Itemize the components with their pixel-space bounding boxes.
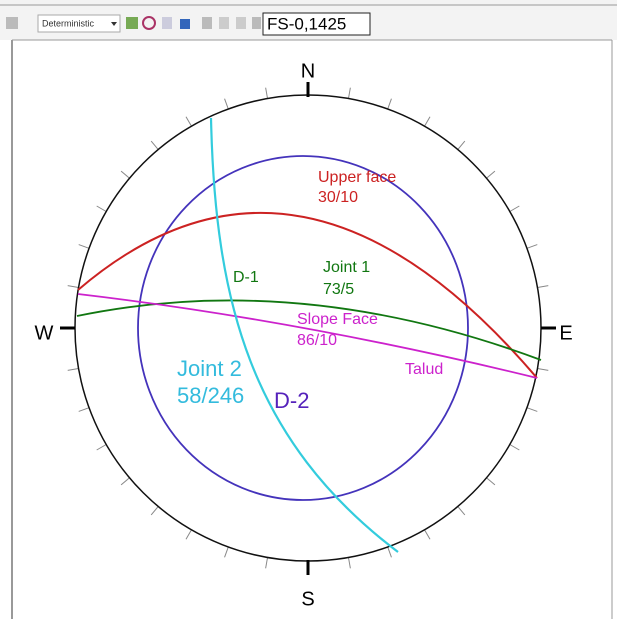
tick bbox=[387, 546, 392, 558]
tick bbox=[96, 444, 107, 451]
tick bbox=[96, 205, 107, 212]
icon[interactable] bbox=[142, 16, 156, 30]
tick bbox=[347, 557, 351, 569]
tick bbox=[185, 529, 192, 540]
tick bbox=[509, 444, 520, 451]
plane-tag: D-2 bbox=[274, 388, 309, 413]
joint-2-curve bbox=[209, 117, 399, 553]
plane-name: Upper face bbox=[318, 169, 396, 186]
icon[interactable] bbox=[6, 17, 18, 29]
tick bbox=[457, 506, 466, 516]
icon[interactable] bbox=[126, 17, 138, 29]
south-label: S bbox=[301, 588, 314, 610]
tick bbox=[387, 98, 392, 110]
plane-orientation: 30/10 bbox=[318, 189, 358, 206]
tick bbox=[78, 244, 90, 249]
plane-orientation: 58/246 bbox=[177, 383, 244, 408]
tick bbox=[486, 170, 496, 179]
tick bbox=[224, 546, 229, 558]
tick bbox=[67, 285, 79, 289]
tick-ring bbox=[67, 87, 549, 569]
tick bbox=[526, 244, 538, 249]
tick bbox=[537, 285, 549, 289]
plane-tag: Talud bbox=[405, 361, 443, 378]
fs-field[interactable] bbox=[262, 12, 371, 36]
cone-circle bbox=[137, 155, 469, 501]
upper-face-curve bbox=[77, 211, 538, 379]
tick bbox=[457, 140, 466, 150]
tick bbox=[424, 116, 431, 127]
west-label: W bbox=[35, 322, 54, 344]
fs-value: FS-0,1425 bbox=[267, 14, 346, 33]
icon[interactable] bbox=[236, 17, 246, 29]
mode-dropdown[interactable] bbox=[37, 14, 121, 33]
plane-name: Joint 1 bbox=[323, 259, 370, 276]
tick bbox=[224, 98, 229, 110]
plane-name: Joint 2 bbox=[177, 356, 242, 381]
tick bbox=[78, 407, 90, 412]
tick bbox=[265, 557, 269, 569]
icon[interactable] bbox=[162, 17, 172, 29]
plane-name: Slope Face bbox=[297, 311, 378, 328]
tick bbox=[526, 407, 538, 412]
east-label: E bbox=[559, 322, 572, 344]
icon[interactable] bbox=[180, 19, 190, 29]
tick bbox=[424, 529, 431, 540]
tick bbox=[120, 170, 130, 179]
tick bbox=[150, 140, 159, 150]
tick bbox=[537, 367, 549, 371]
icon[interactable] bbox=[202, 17, 212, 29]
north-label: N bbox=[301, 60, 315, 82]
tick bbox=[120, 477, 130, 486]
icon[interactable] bbox=[219, 17, 229, 29]
tick bbox=[486, 477, 496, 486]
tick bbox=[67, 367, 79, 371]
plane-orientation: 86/10 bbox=[297, 332, 337, 349]
tick bbox=[185, 116, 192, 127]
tick bbox=[265, 87, 269, 99]
joint-1-curve bbox=[76, 299, 542, 361]
dropdown-arrow bbox=[111, 22, 117, 26]
tick bbox=[509, 205, 520, 212]
slope-face-curve bbox=[77, 293, 538, 379]
plane-orientation: 73/5 bbox=[323, 281, 354, 298]
tick bbox=[150, 506, 159, 516]
plane-tag: D-1 bbox=[233, 269, 259, 286]
tick bbox=[347, 87, 351, 99]
icon[interactable] bbox=[252, 17, 261, 29]
mode-label: Deterministic bbox=[42, 18, 95, 28]
